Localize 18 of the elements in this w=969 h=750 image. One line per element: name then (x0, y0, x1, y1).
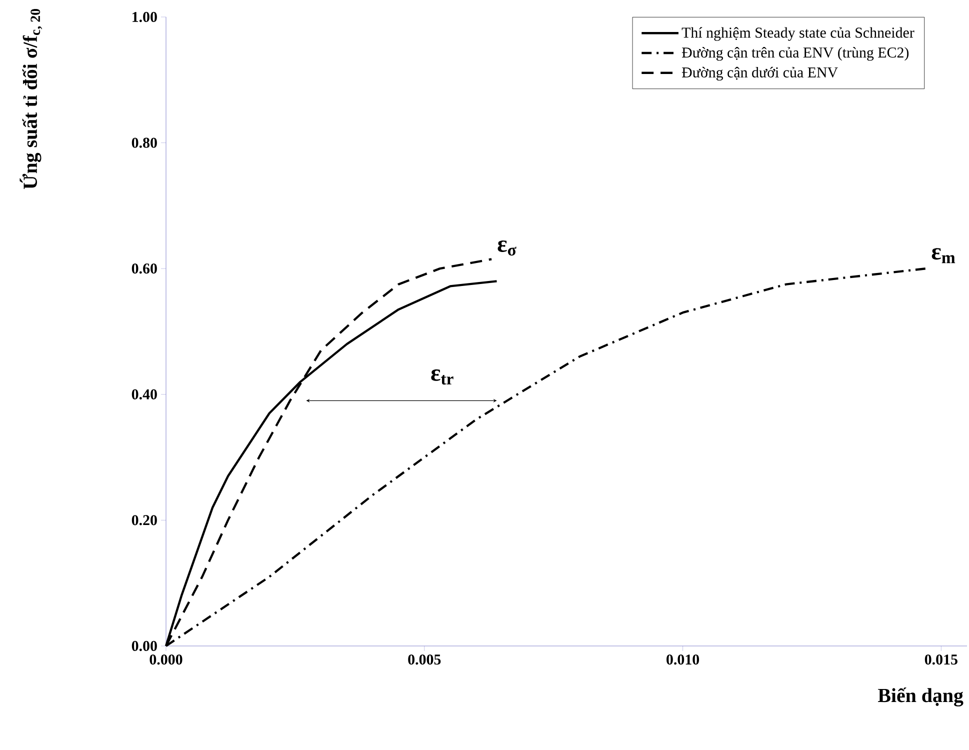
x-axis-title: Biến dạng (878, 688, 964, 706)
legend-label: Đường cận dưới của ENV (682, 66, 838, 81)
y-tick-label: 0.00 (132, 640, 157, 652)
y-tick-label: 0.80 (132, 138, 157, 148)
y-tick-label: 1.00 (132, 12, 157, 22)
annotation: ε$_{m}$ (932, 248, 956, 264)
x-tick-label: 0.005 (408, 654, 441, 665)
y-tick-label: 0.20 (132, 515, 157, 526)
legend-label: Đường cận trên của ENV (trùng EC2) (682, 47, 909, 61)
y-tick-label: 0.40 (132, 389, 157, 400)
y-tick-label: 0.60 (132, 264, 157, 274)
legend-label: Thí nghiệm Steady state của Schneider (682, 27, 914, 41)
x-tick-label: 0.015 (924, 654, 958, 665)
annotation: ε$_{σ}$ (498, 240, 516, 256)
x-tick-label: 0.000 (150, 654, 182, 665)
x-tick-label: 0.010 (666, 654, 700, 665)
y-axis-title: Ứng suất tỉ đối σ/f$_{c, 20}$ (20, 8, 42, 190)
annotation: ε$_{tr}$ (431, 369, 454, 385)
